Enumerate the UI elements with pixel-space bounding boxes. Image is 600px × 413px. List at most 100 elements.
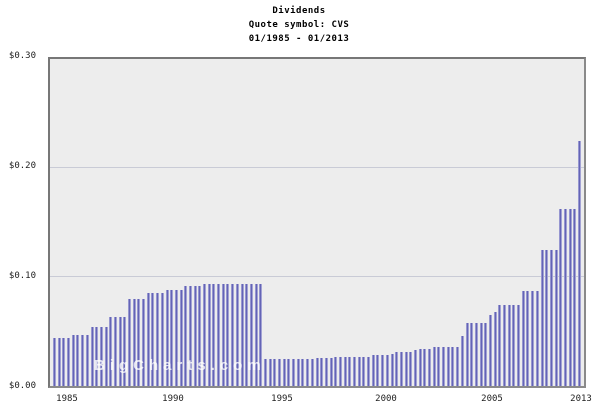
x-axis-label-2013: 2013: [570, 394, 592, 404]
dividend-bar: [81, 335, 85, 386]
dividend-bar: [193, 286, 197, 386]
dividend-bar: [353, 357, 356, 386]
dividend-bar: [348, 357, 352, 386]
x-axis-label-1995: 1995: [271, 394, 293, 404]
dividend-bar: [446, 347, 450, 386]
y-axis-label-010: $0.10: [8, 271, 36, 281]
dividend-bar: [531, 291, 535, 386]
dividend-bar: [249, 284, 253, 386]
dividend-bar: [404, 352, 408, 386]
dividend-bar: [296, 359, 300, 386]
dividend-bar: [428, 349, 431, 386]
dividend-bar: [99, 327, 103, 386]
dividend-bar: [109, 317, 113, 386]
dividend-bar: [390, 354, 394, 386]
dividend-bar: [545, 250, 549, 386]
dividend-bar: [521, 291, 525, 386]
dividend-bar: [128, 299, 131, 386]
dividend-bar: [67, 338, 71, 386]
dividend-bar: [503, 305, 506, 386]
dividend-bar: [76, 335, 80, 386]
dividend-bar: [465, 323, 469, 386]
y-axis-label-020: $0.20: [8, 161, 36, 171]
y-axis-label-030: $0.30: [8, 51, 36, 61]
dividend-bar: [498, 305, 502, 386]
dividend-bar: [226, 284, 230, 386]
dividend-bar: [53, 338, 56, 386]
dividend-bar: [235, 284, 239, 386]
dividend-bar: [320, 358, 324, 386]
dividend-bar: [188, 286, 192, 386]
dividend-bar: [263, 359, 267, 386]
dividend-bar: [395, 352, 399, 386]
dividend-bar: [526, 291, 530, 386]
dividend-bar: [245, 284, 249, 386]
dividend-bar: [554, 250, 558, 386]
dividend-bar: [432, 347, 436, 386]
dividend-bar: [512, 305, 516, 386]
dividend-bar: [367, 357, 371, 386]
dividend-bar: [132, 299, 136, 386]
y-axis-label-000: $0.00: [8, 381, 36, 391]
dividend-bar: [423, 349, 427, 386]
dividend-bar: [442, 347, 446, 386]
dividend-bar: [362, 357, 366, 386]
dividend-bar: [212, 284, 216, 386]
dividend-bar: [160, 293, 164, 386]
dividend-bar: [549, 250, 553, 386]
dividend-bar: [62, 338, 66, 386]
chart-title: Dividends: [272, 6, 326, 16]
dividend-bar: [104, 327, 108, 386]
dividend-bar: [95, 327, 99, 386]
dividend-bar: [123, 317, 127, 386]
dividend-bar: [399, 352, 403, 386]
dividend-bar: [184, 286, 188, 386]
dividend-bar: [418, 349, 422, 386]
dividend-bar: [488, 315, 492, 386]
dividend-bar: [409, 352, 413, 386]
dividend-bar: [254, 284, 258, 386]
dividend-bar: [207, 284, 211, 386]
dividend-bar: [517, 305, 521, 386]
dividend-bar: [507, 305, 511, 386]
dividend-bar: [540, 250, 544, 386]
dividend-bar: [259, 284, 263, 386]
dividend-bar: [437, 347, 441, 386]
dividend-bar: [221, 284, 225, 386]
dividend-bar: [118, 317, 122, 386]
plot-inner: BigCharts.com: [50, 59, 584, 386]
dividend-bar: [484, 323, 488, 386]
dividend-bar: [268, 359, 272, 386]
dividend-bar: [324, 358, 328, 386]
dividend-bar: [371, 355, 375, 386]
dividend-bar: [385, 355, 389, 386]
dividend-bar: [329, 358, 333, 386]
dividend-bar: [170, 290, 174, 386]
dividend-bar: [282, 359, 286, 386]
gridline-0-10: [50, 276, 584, 278]
dividend-bar: [113, 317, 117, 386]
dividend-bar: [451, 347, 455, 386]
dividend-bar: [470, 323, 474, 386]
dividend-bar: [287, 359, 291, 386]
dividend-bar: [413, 350, 417, 386]
dividend-bar: [376, 355, 380, 386]
dividend-bar: [198, 286, 202, 386]
dividend-bar: [174, 290, 178, 386]
dividend-bar: [315, 358, 319, 386]
dividend-bar: [179, 290, 183, 386]
chart-subtitle: Quote symbol: CVS: [248, 20, 350, 30]
dividend-bar: [568, 209, 572, 386]
x-axis-label-2005: 2005: [481, 394, 503, 404]
dividend-bar: [137, 299, 141, 386]
dividend-bar: [306, 359, 310, 386]
dividend-bar: [456, 347, 460, 386]
dividend-bar: [278, 359, 281, 386]
chart-header: Dividends Quote symbol: CVS 01/1985 - 01…: [0, 4, 598, 46]
dividend-bar: [90, 327, 94, 386]
dividend-bar: [460, 336, 464, 386]
dividend-bar: [338, 357, 342, 386]
dividend-bar: [240, 284, 244, 386]
dividend-bar: [343, 357, 347, 386]
